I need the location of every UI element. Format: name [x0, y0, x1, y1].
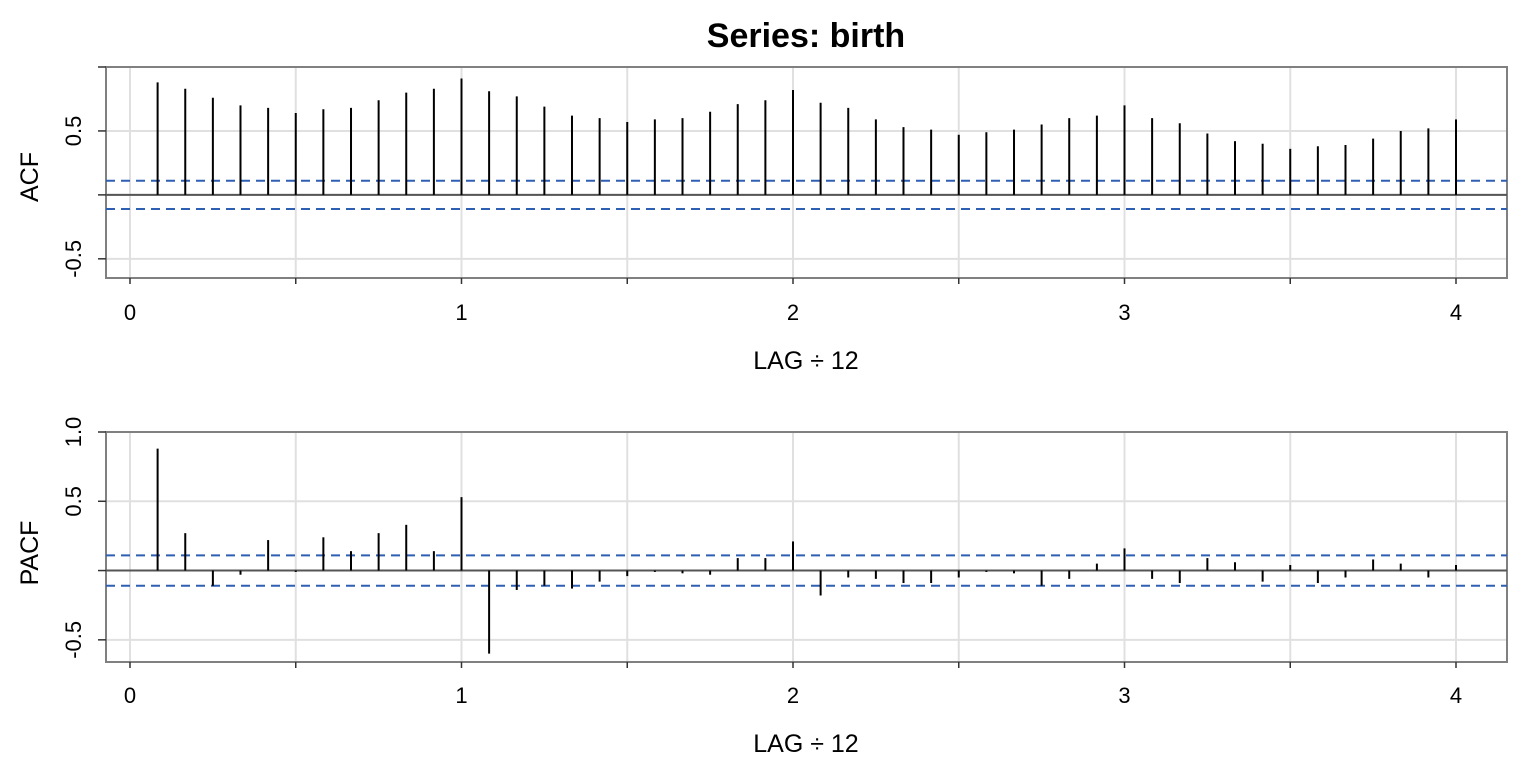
pacf-y-axis-label: PACF: [16, 521, 44, 586]
acf-x-tick-label: 1: [455, 300, 467, 325]
chart-title: Series: birth: [707, 17, 905, 55]
pacf-y-tick-label: 1.0: [61, 417, 86, 448]
acf-y-axis-label: ACF: [16, 152, 44, 202]
pacf-plot-frame: [105, 431, 1508, 663]
acf-y-tick-label: 0.5: [61, 116, 86, 147]
acf-x-tick-label: 3: [1118, 300, 1130, 325]
pacf-x-tick-label: 3: [1118, 683, 1130, 708]
acf-x-tick-label: 4: [1450, 300, 1462, 325]
acf-panel: ACF LAG ÷ 12 0 1 2 3 4 -0.5 0.5: [16, 66, 1508, 375]
pacf-panel: PACF LAG ÷ 12 0 1 2 3 4 -0.5 0.5 1.0: [16, 417, 1508, 758]
pacf-x-axis-label: LAG ÷ 12: [753, 730, 858, 758]
acf-grid: [106, 67, 1507, 278]
acf-x-axis-label: LAG ÷ 12: [753, 347, 858, 375]
acf-plot-frame: [105, 66, 1508, 279]
pacf-x-tick-label: 4: [1450, 683, 1462, 708]
pacf-y-tick-label: -0.5: [61, 621, 86, 659]
pacf-bars: [156, 448, 1457, 654]
acf-x-tick-label: 0: [124, 300, 136, 325]
pacf-grid: [106, 431, 1507, 662]
pacf-x-tick-label: 1: [455, 683, 467, 708]
acf-y-tick-label: -0.5: [61, 240, 86, 278]
pacf-x-tick-label: 2: [787, 683, 799, 708]
acf-bars: [156, 78, 1457, 195]
pacf-x-tick-label: 0: [124, 683, 136, 708]
acf-x-tick-label: 2: [787, 300, 799, 325]
pacf-y-tick-label: 0.5: [61, 486, 86, 517]
